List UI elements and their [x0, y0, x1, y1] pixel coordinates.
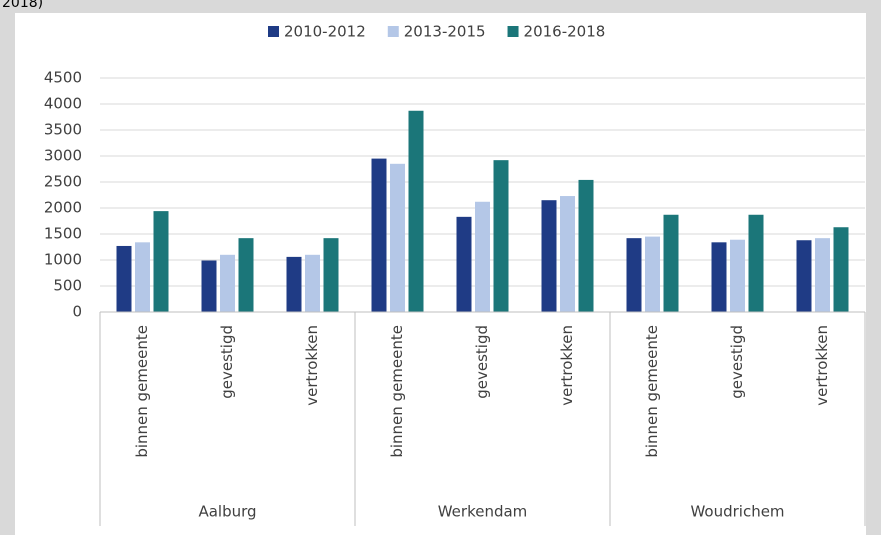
group-label: Werkendam: [438, 503, 528, 521]
group-label: Woudrichem: [690, 503, 784, 521]
legend-swatch: [387, 26, 399, 37]
bar: [796, 240, 812, 312]
bar: [286, 256, 302, 312]
bar: [730, 239, 745, 312]
bar: [645, 236, 660, 312]
y-tick-label: 2500: [44, 173, 82, 191]
y-tick-label: 1000: [44, 251, 82, 269]
bar: [578, 179, 594, 312]
bar: [456, 216, 472, 312]
x-tick-label: binnen gemeente: [133, 325, 151, 458]
bar: [323, 238, 339, 312]
bar: [220, 254, 235, 312]
y-tick-label: 3500: [44, 121, 82, 139]
bar: [201, 260, 217, 312]
x-tick-label: binnen gemeente: [388, 325, 406, 458]
legend-label: 2013-2015: [404, 23, 486, 41]
legend-label: 2016-2018: [524, 23, 606, 41]
x-tick-label: vertrokken: [813, 325, 831, 406]
x-tick-label: gevestigd: [728, 325, 746, 399]
bar: [493, 160, 509, 312]
bar: [305, 254, 320, 312]
legend-swatch: [268, 26, 279, 37]
y-tick-label: 500: [53, 277, 82, 295]
legend-label: 2010-2012: [284, 23, 366, 41]
bar: [663, 214, 679, 312]
y-tick-label: 4000: [44, 95, 82, 113]
bar: [626, 238, 642, 312]
y-tick-label: 3000: [44, 147, 82, 165]
y-tick-label: 0: [72, 303, 82, 321]
bar: [371, 158, 387, 312]
x-tick-label: vertrokken: [303, 325, 321, 406]
group-label: Aalburg: [198, 503, 256, 521]
legend-swatch: [507, 26, 519, 37]
x-tick-label: gevestigd: [218, 325, 236, 399]
x-tick-label: gevestigd: [473, 325, 491, 399]
bar: [711, 242, 727, 312]
bar: [116, 245, 132, 312]
y-tick-label: 1500: [44, 225, 82, 243]
bar: [153, 211, 169, 312]
bar: [135, 242, 150, 312]
bar: [748, 214, 764, 312]
bar: [408, 110, 424, 312]
y-tick-label: 2000: [44, 199, 82, 217]
chart-title: 2018): [2, 0, 43, 11]
bar: [560, 196, 575, 312]
bar: [475, 201, 490, 312]
bar: [390, 163, 405, 312]
x-tick-label: binnen gemeente: [643, 325, 661, 458]
bar: [541, 200, 557, 312]
y-tick-label: 4500: [44, 69, 82, 87]
x-tick-label: vertrokken: [558, 325, 576, 406]
bar: [833, 227, 849, 312]
bar: [815, 238, 830, 312]
bar: [238, 238, 254, 312]
